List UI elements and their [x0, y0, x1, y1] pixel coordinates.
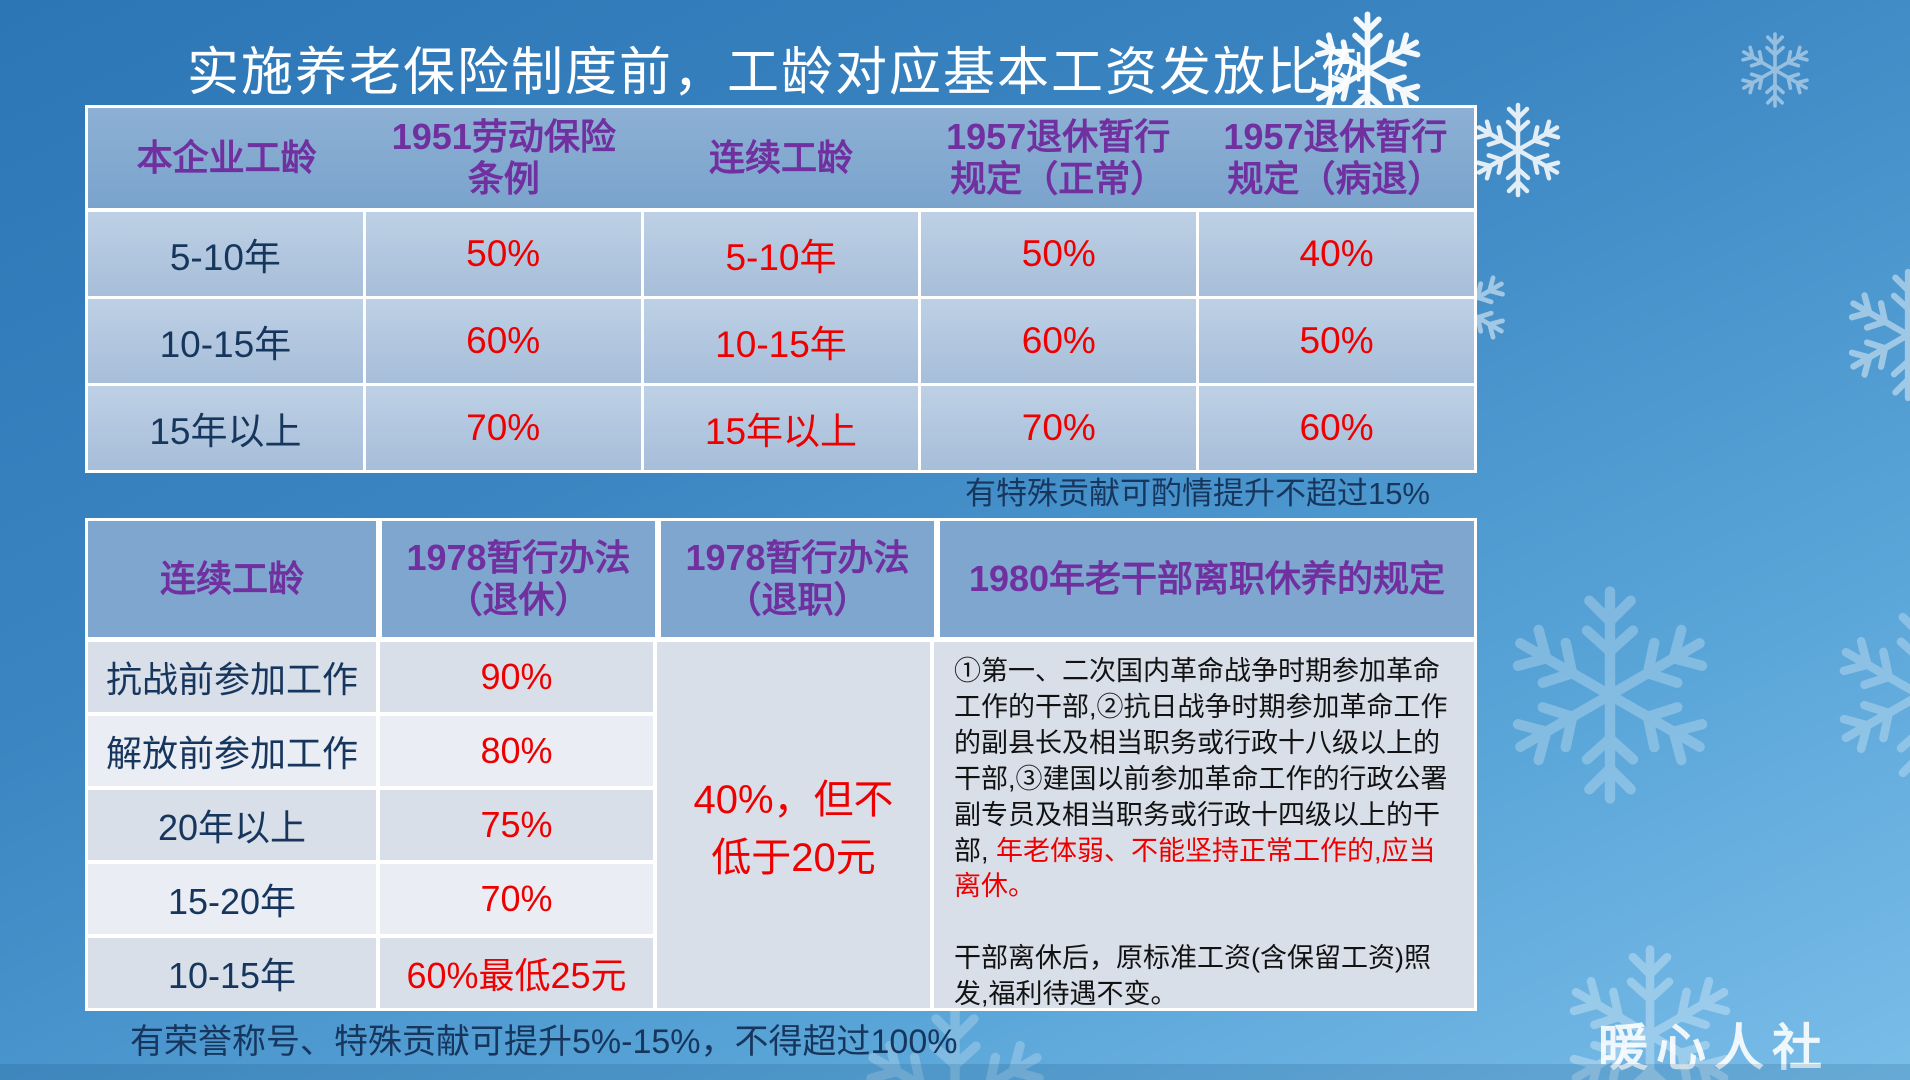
table-cell: 10-15年 [643, 299, 919, 383]
table2-header-row: 连续工龄 1978暂行办法（退休） 1978暂行办法（退职） 1980年老干部离… [88, 521, 1474, 637]
snowflake-icon [1825, 600, 1910, 790]
regulation-text-red: 年老体弱、不能坚持正常工作的,应当离休。 [954, 835, 1436, 902]
snowflake-icon [1838, 265, 1910, 405]
table-cell: 20年以上 [88, 790, 376, 860]
table-cell: 50% [1199, 299, 1474, 383]
table-cell: 60%最低25元 [380, 938, 653, 1008]
table-cell: 10-15年 [88, 299, 363, 383]
bottom-band [0, 1064, 1910, 1080]
table-cell: 解放前参加工作 [88, 716, 376, 786]
table-cell: 75% [380, 790, 653, 860]
table-cell: 15年以上 [643, 386, 919, 470]
table1-header-row: 本企业工龄 1951劳动保险条例 连续工龄 1957退休暂行规定（正常） 195… [88, 108, 1474, 208]
table-cell: 抗战前参加工作 [88, 642, 376, 712]
table-cell: 90% [380, 642, 653, 712]
table-cell: 5-10年 [88, 212, 363, 296]
column-header: 1980年老干部离职休养的规定 [940, 521, 1474, 637]
snowflake-icon [1468, 100, 1568, 200]
column-header: 连续工龄 [88, 521, 376, 637]
table2-body: 抗战前参加工作 解放前参加工作 20年以上 15-20年 10-15年 90% … [88, 642, 1474, 1010]
column-header: 连续工龄 [708, 136, 853, 178]
table-cell-resignation-merged: 40%，但不低于20元 [657, 642, 930, 1008]
regulation-text-black: 干部离休后，原标准工资(含保留工资)照发,福利待遇不变。 [954, 943, 1431, 1010]
column-header: 本企业工龄 [136, 136, 317, 178]
table-cell-1980-regulation: ①第一、二次国内革命战争时期参加革命工作的干部,②抗日战争时期参加革命工作的副县… [934, 642, 1474, 1010]
table-1978-1980: 连续工龄 1978暂行办法（退休） 1978暂行办法（退职） 1980年老干部离… [85, 518, 1477, 1011]
table-cell: 70% [365, 386, 641, 470]
column-header: 1978暂行办法（退职） [661, 521, 934, 637]
table2-footnote: 有荣誉称号、特殊贡献可提升5%-15%，不得超过100% [130, 1023, 958, 1061]
table-cell: 70% [380, 864, 653, 934]
regulation-text-black: ①第一、二次国内革命战争时期参加革命工作的干部,②抗日战争时期参加革命工作的副县… [954, 656, 1448, 866]
table-cell: 60% [1199, 386, 1474, 470]
column-header: 1957退休暂行规定（病退） [1223, 115, 1448, 199]
column-header: 1957退休暂行规定（正常） [946, 115, 1171, 199]
table-cell: 10-15年 [88, 938, 376, 1008]
table-cell: 60% [365, 299, 641, 383]
table-cell: 60% [921, 299, 1197, 383]
column-header: 1978暂行办法（退休） [382, 521, 655, 637]
snowflake-icon [1738, 32, 1812, 108]
table1-footnote: 有特殊贡献可酌情提升不超过15% [964, 476, 1430, 511]
table-cell: 40% [1199, 212, 1474, 296]
watermark: 暖心人社 [1598, 1020, 1830, 1076]
table1-body: 5-10年 50% 5-10年 50% 40% 10-15年 60% 10-15… [88, 212, 1474, 470]
table-cell: 80% [380, 716, 653, 786]
column-header: 1951劳动保险条例 [391, 115, 616, 199]
table-cell: 50% [921, 212, 1197, 296]
snowflake-icon [1495, 580, 1725, 810]
table-cell: 50% [365, 212, 641, 296]
page-title: 实施养老保险制度前，工龄对应基本工资发放比例 [186, 44, 1375, 102]
table-cell: 15-20年 [88, 864, 376, 934]
table-cell: 70% [921, 386, 1197, 470]
table-cell: 15年以上 [88, 386, 363, 470]
table-pre-1978: 本企业工龄 1951劳动保险条例 连续工龄 1957退休暂行规定（正常） 195… [85, 105, 1477, 473]
table-cell: 5-10年 [643, 212, 919, 296]
